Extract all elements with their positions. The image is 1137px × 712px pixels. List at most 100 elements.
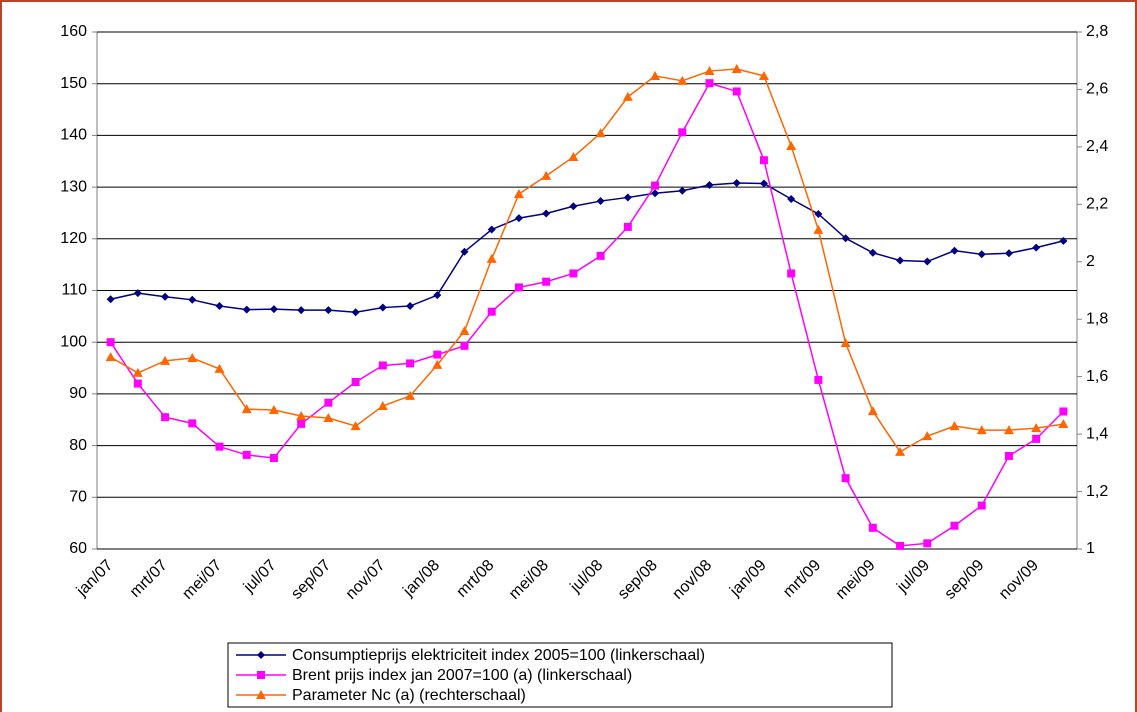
series-marker — [678, 128, 687, 137]
series-marker — [269, 305, 278, 314]
y-tick-label: 140 — [60, 127, 87, 144]
series-marker — [487, 225, 496, 234]
series-marker — [650, 70, 661, 80]
series-marker — [297, 419, 306, 428]
series-marker — [460, 247, 469, 256]
series-marker — [813, 224, 824, 234]
series-marker — [187, 352, 198, 362]
y-tick-label: 130 — [60, 178, 87, 195]
series-marker — [161, 413, 170, 422]
series-marker — [106, 338, 115, 347]
series-marker — [459, 325, 470, 335]
y-tick-label: 160 — [60, 23, 87, 40]
series-marker — [513, 188, 524, 198]
series-marker — [378, 303, 387, 312]
series-marker — [623, 193, 632, 202]
y2-tick-label: 2,2 — [1086, 196, 1108, 213]
series-marker — [841, 234, 850, 243]
legend-label: Parameter Nc (a) (rechterschaal) — [292, 687, 526, 704]
series-marker — [814, 209, 823, 218]
series-marker — [841, 474, 850, 483]
series-marker — [787, 269, 796, 278]
series-marker — [678, 186, 687, 195]
series-marker — [378, 361, 387, 370]
y2-tick-label: 1 — [1086, 540, 1095, 557]
y-tick-label: 90 — [69, 385, 87, 402]
y2-tick-label: 1,8 — [1086, 310, 1108, 327]
series-marker — [242, 305, 251, 314]
series-marker — [269, 454, 278, 463]
series-marker — [542, 209, 551, 218]
series-marker — [705, 79, 714, 88]
series-marker — [895, 446, 906, 456]
series-marker — [732, 87, 741, 96]
series-marker — [542, 277, 551, 286]
series-marker — [651, 181, 660, 190]
series-marker — [922, 431, 933, 441]
series-marker — [568, 151, 579, 161]
series-marker — [950, 521, 959, 530]
series-marker — [596, 197, 605, 206]
series-marker — [704, 66, 715, 76]
y-tick-label: 60 — [69, 540, 87, 557]
series-marker — [786, 141, 797, 151]
series-marker — [105, 352, 116, 362]
series-marker — [731, 64, 742, 74]
series-marker — [868, 523, 877, 532]
series-marker — [595, 128, 606, 138]
series-marker — [840, 338, 851, 348]
legend-label: Brent prijs index jan 2007=100 (a) (link… — [292, 667, 632, 684]
y2-tick-label: 1,6 — [1086, 368, 1108, 385]
series-marker — [242, 450, 251, 459]
series-marker — [732, 178, 741, 187]
y-tick-label: 120 — [60, 230, 87, 247]
series-marker — [950, 246, 959, 255]
series-marker — [623, 222, 632, 231]
series-marker — [596, 251, 605, 260]
series-marker — [622, 91, 633, 101]
series-marker — [787, 194, 796, 203]
series-marker — [569, 269, 578, 278]
series-marker — [161, 292, 170, 301]
series-marker — [541, 170, 552, 180]
series-marker — [323, 413, 334, 423]
series-marker — [324, 398, 333, 407]
series-marker — [867, 406, 878, 416]
y-tick-label: 70 — [69, 489, 87, 506]
series-marker — [351, 378, 360, 387]
series-marker — [976, 425, 987, 435]
series-marker — [1059, 236, 1068, 245]
legend — [227, 642, 893, 708]
y-tick-label: 110 — [61, 282, 87, 299]
legend-marker — [257, 651, 265, 659]
series-marker — [977, 250, 986, 259]
series-marker — [433, 291, 442, 300]
series-marker — [487, 307, 496, 316]
series-marker — [188, 295, 197, 304]
y2-tick-label: 2,6 — [1086, 81, 1108, 98]
legend-label: Consumptieprijs elektriciteit index 2005… — [292, 647, 705, 664]
series-marker — [214, 363, 225, 373]
series-marker — [351, 308, 360, 317]
series-marker — [514, 214, 523, 223]
series-marker — [106, 295, 115, 304]
y2-tick-label: 2 — [1086, 253, 1095, 270]
series-marker — [188, 419, 197, 428]
series-marker — [651, 189, 660, 198]
series-marker — [758, 70, 769, 80]
series-marker — [297, 306, 306, 315]
y-tick-label: 150 — [60, 75, 87, 92]
series-line — [110, 68, 1064, 453]
series-marker — [486, 253, 497, 263]
series-marker — [977, 501, 986, 510]
series-marker — [705, 181, 714, 190]
y2-tick-label: 2,8 — [1086, 23, 1108, 40]
series-marker — [460, 341, 469, 350]
series-marker — [514, 283, 523, 292]
series-marker — [759, 179, 768, 188]
series-marker — [268, 404, 279, 414]
series-marker — [949, 421, 960, 431]
series-marker — [296, 411, 307, 421]
